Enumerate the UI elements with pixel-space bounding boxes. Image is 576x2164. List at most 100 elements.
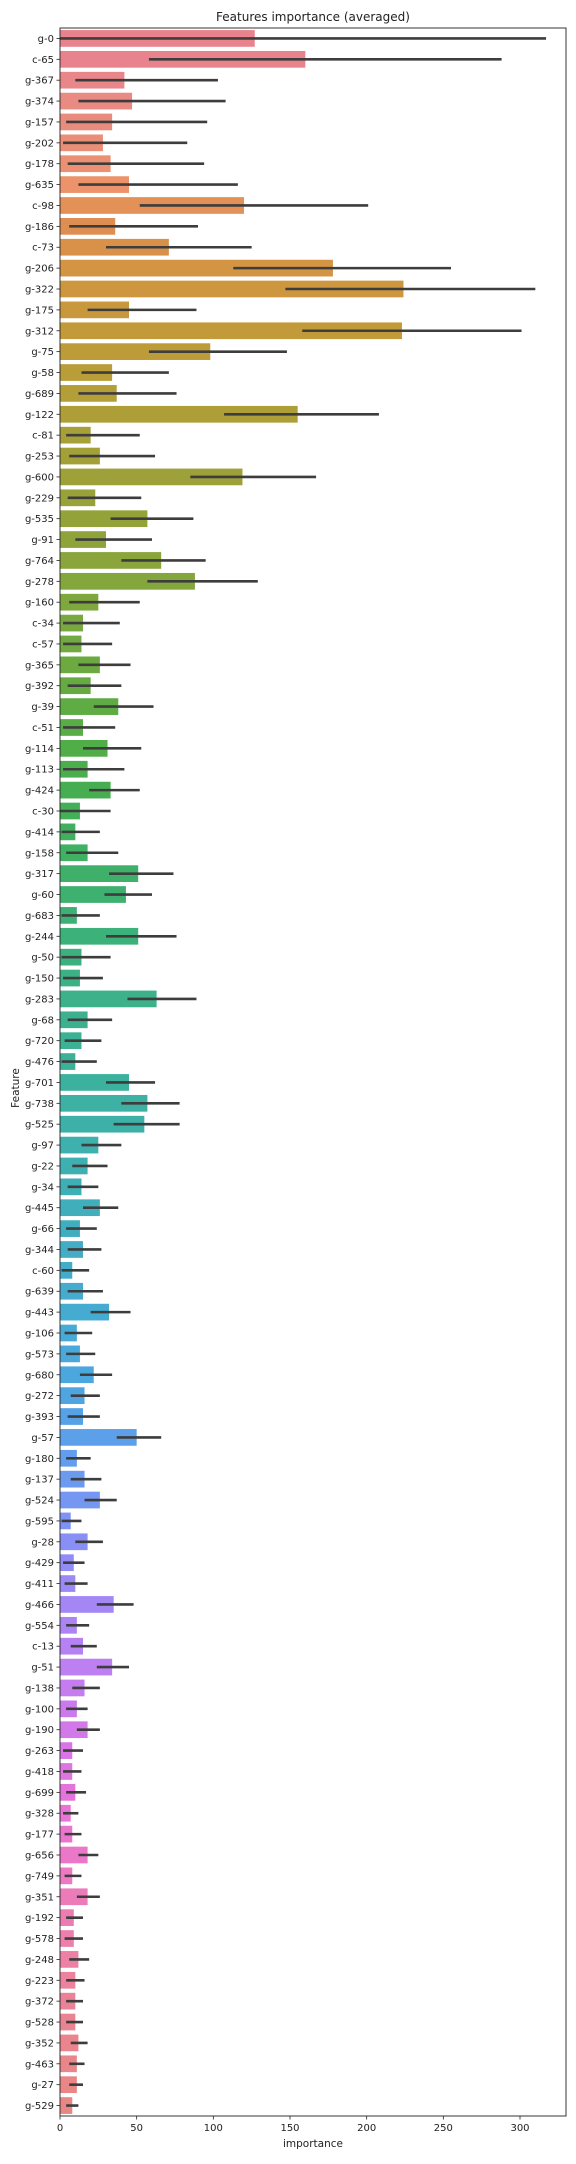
y-tick-label: g-75: [31, 347, 54, 358]
y-axis-label: Feature: [10, 1068, 22, 1108]
y-tick-label: g-66: [31, 1224, 54, 1235]
y-tick-label: g-466: [25, 1600, 54, 1611]
y-tick-label: c-57: [32, 639, 54, 650]
y-tick-label: g-322: [25, 285, 54, 296]
y-tick-label: g-525: [25, 1120, 54, 1131]
bar-g-283: [60, 990, 157, 1008]
y-tick-label: g-248: [25, 1955, 54, 1966]
x-tick-label: 100: [204, 2123, 223, 2134]
y-tick-label: g-22: [31, 1161, 54, 1172]
y-tick-label: g-317: [25, 869, 54, 880]
x-tick-label: 150: [280, 2123, 299, 2134]
bar-g-680: [60, 1366, 94, 1384]
y-tick-label: g-352: [25, 2038, 54, 2049]
y-tick-label: g-39: [31, 702, 54, 713]
y-tick-label: g-51: [31, 1663, 54, 1674]
x-tick-label: 300: [510, 2123, 529, 2134]
y-tick-label: g-244: [25, 932, 54, 943]
y-tick-label: c-13: [32, 1642, 54, 1653]
y-tick-label: g-158: [25, 848, 54, 859]
y-tick-label: g-160: [25, 598, 54, 609]
bar-g-600: [60, 468, 243, 486]
x-tick-label: 0: [57, 2123, 63, 2134]
y-tick-label: g-414: [25, 827, 54, 838]
y-tick-label: g-263: [25, 1746, 54, 1757]
y-tick-label: c-51: [32, 723, 54, 734]
y-tick-label: g-639: [25, 1287, 54, 1298]
bar-g-322: [60, 280, 404, 298]
y-tick-label: g-393: [25, 1412, 54, 1423]
bar-g-39: [60, 698, 119, 715]
y-tick-label: g-113: [25, 765, 54, 776]
bar-g-122: [60, 405, 298, 423]
y-tick-label: c-98: [32, 201, 54, 212]
y-tick-label: g-749: [25, 1871, 54, 1882]
y-tick-label: g-0: [38, 34, 54, 45]
y-tick-label: g-253: [25, 452, 54, 463]
chart-title: Features importance (averaged): [216, 10, 410, 24]
y-tick-label: c-60: [32, 1266, 54, 1277]
y-tick-label: g-595: [25, 1516, 54, 1527]
bar-g-27: [60, 2076, 77, 2094]
y-tick-label: g-720: [25, 1036, 54, 1047]
y-tick-label: g-365: [25, 660, 54, 671]
bar-g-51: [60, 1658, 113, 1676]
y-tick-label: g-58: [31, 368, 54, 379]
y-tick-label: g-138: [25, 1683, 54, 1694]
y-tick-label: g-573: [25, 1349, 54, 1360]
y-tick-label: g-190: [25, 1725, 54, 1736]
bar-g-278: [60, 572, 195, 590]
bar-g-525: [60, 1115, 145, 1133]
y-tick-label: g-411: [25, 1579, 54, 1590]
y-tick-label: g-223: [25, 1976, 54, 1987]
y-tick-label: g-328: [25, 1809, 54, 1820]
bar-g-445: [60, 1199, 100, 1217]
x-axis-label: importance: [283, 2138, 343, 2150]
y-tick-label: g-178: [25, 159, 54, 170]
bar-g-190: [60, 1721, 88, 1739]
bar-g-524: [60, 1491, 100, 1509]
y-tick-label: g-180: [25, 1454, 54, 1465]
y-tick-label: g-175: [25, 305, 54, 316]
y-tick-label: g-60: [31, 890, 54, 901]
y-tick-label: g-122: [25, 410, 54, 421]
y-tick-label: g-680: [25, 1370, 54, 1381]
y-tick-label: g-689: [25, 389, 54, 400]
y-tick-label: g-418: [25, 1767, 54, 1778]
y-tick-label: g-529: [25, 2101, 54, 2112]
y-tick-label: g-50: [31, 953, 54, 964]
y-tick-label: g-27: [31, 2080, 54, 2091]
y-tick-label: g-463: [25, 2059, 54, 2070]
y-tick-label: g-137: [25, 1475, 54, 1486]
y-tick-label: g-578: [25, 1934, 54, 1945]
bar-g-57: [60, 1429, 137, 1446]
y-tick-label: g-206: [25, 264, 54, 275]
x-tick-label: 50: [130, 2123, 143, 2134]
bar-g-443: [60, 1303, 110, 1321]
bars-layer: [60, 30, 404, 2114]
y-tick-label: c-34: [32, 619, 54, 630]
y-tick-label: c-81: [32, 431, 54, 442]
y-tick-label: g-367: [25, 76, 54, 87]
y-tick-label: g-283: [25, 994, 54, 1005]
bar-g-424: [60, 781, 111, 799]
y-tick-label: g-312: [25, 326, 54, 337]
y-tick-label: g-701: [25, 1078, 54, 1089]
y-tick-label: g-192: [25, 1913, 54, 1924]
x-tick-label: 250: [434, 2123, 453, 2134]
y-ticks-layer: g-0 c-65 g-367 g-374 g-157 g-202 g-178 g-635 c-9…: [25, 34, 60, 2112]
y-tick-label: g-600: [25, 472, 54, 483]
bar-g-28: [60, 1533, 88, 1551]
bar-g-466: [60, 1596, 114, 1613]
bar-g-97: [60, 1136, 99, 1154]
y-tick-label: g-443: [25, 1308, 54, 1319]
y-tick-label: g-106: [25, 1329, 54, 1340]
y-tick-label: g-272: [25, 1391, 54, 1402]
y-tick-label: g-202: [25, 138, 54, 149]
bar-g-138: [60, 1679, 85, 1697]
bar-g-60: [60, 886, 126, 903]
bar-g-764: [60, 552, 162, 569]
y-tick-label: c-30: [32, 807, 54, 818]
